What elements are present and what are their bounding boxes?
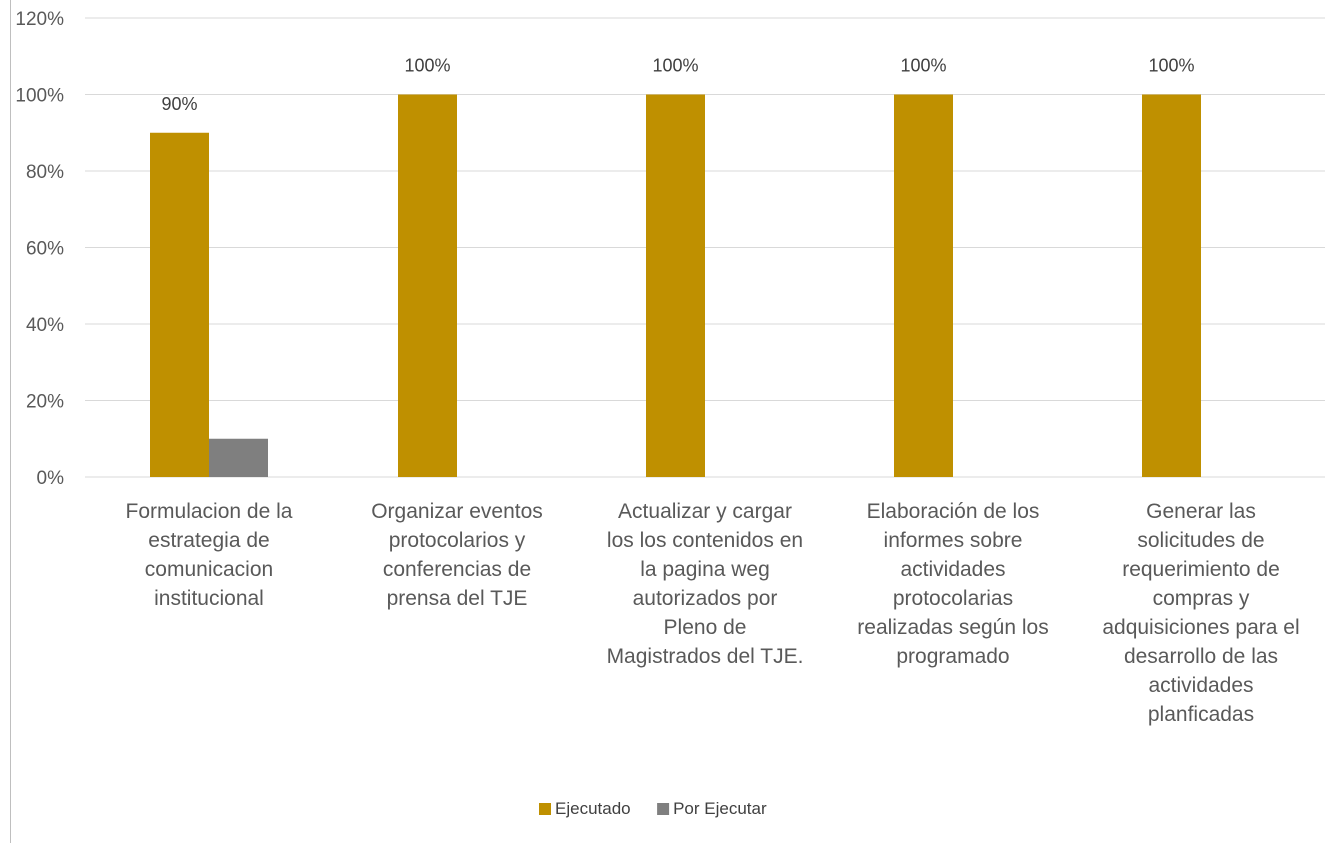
bar-ejecutado bbox=[1142, 94, 1201, 477]
x-category-label-line: solicitudes de bbox=[1137, 529, 1264, 552]
x-category-label-line: los los contenidos en bbox=[607, 529, 803, 552]
data-label: 100% bbox=[1148, 56, 1194, 76]
x-category-label-line: programado bbox=[896, 645, 1009, 668]
x-category-label-line: Generar las bbox=[1146, 500, 1256, 523]
x-category-label-line: informes sobre bbox=[884, 529, 1023, 552]
y-tick-label: 40% bbox=[26, 315, 64, 336]
x-category-label-line: actividades bbox=[1148, 674, 1253, 697]
x-category-label-line: desarrollo de las bbox=[1124, 645, 1278, 668]
x-category-label-line: conferencias de bbox=[383, 558, 531, 581]
x-category-label-line: Formulacion de la bbox=[126, 500, 293, 523]
data-label: 100% bbox=[652, 56, 698, 76]
x-category-label-line: comunicacion bbox=[145, 558, 273, 581]
x-category-label-line: Magistrados del TJE. bbox=[607, 645, 804, 668]
y-tick-label: 20% bbox=[26, 392, 64, 413]
x-category-label: Organizar eventos protocolarios y conferen… bbox=[371, 500, 543, 610]
legend-label: Por Ejecutar bbox=[673, 799, 767, 818]
x-category-label-line: realizadas según los bbox=[857, 616, 1048, 639]
x-category-label-line: autorizados por bbox=[633, 587, 778, 610]
x-category-label-line: adquisiciones para el bbox=[1102, 616, 1299, 639]
x-category-label-line: estrategia de bbox=[148, 529, 269, 552]
bar-ejecutado bbox=[150, 132, 209, 477]
legend-swatch bbox=[539, 803, 551, 815]
bar-ejecutado bbox=[894, 94, 953, 477]
legend-swatch bbox=[657, 803, 670, 815]
data-label: 100% bbox=[404, 56, 450, 76]
x-category-label-line: actividades bbox=[900, 558, 1005, 581]
x-category-label-line: compras y bbox=[1153, 587, 1250, 610]
x-category-label-line: Actualizar y cargar bbox=[618, 500, 792, 523]
x-category-label-line: institucional bbox=[154, 587, 264, 610]
bar-por-ejecutar bbox=[209, 438, 268, 477]
x-category-label-line: Pleno de bbox=[664, 616, 747, 639]
x-category-label: Elaboración de los informes sobre activida… bbox=[857, 500, 1048, 668]
data-label: 90% bbox=[161, 94, 197, 114]
x-category-label-line: la pagina weg bbox=[640, 558, 770, 581]
x-category-label-line: Elaboración de los bbox=[867, 500, 1040, 523]
y-tick-label: 120% bbox=[15, 9, 64, 30]
y-tick-label: 0% bbox=[37, 468, 65, 489]
y-tick-label: 60% bbox=[26, 239, 64, 260]
x-category-label: Formulacion de la estrategia de comunicaci… bbox=[126, 500, 293, 610]
y-tick-label: 80% bbox=[26, 162, 64, 183]
x-category-label-line: prensa del TJE bbox=[387, 587, 528, 610]
x-category-label-line: protocolarios y bbox=[389, 529, 526, 552]
data-label: 100% bbox=[900, 56, 946, 76]
x-category-label-line: planficadas bbox=[1148, 703, 1254, 726]
x-category-label-line: requerimiento de bbox=[1122, 558, 1280, 581]
bar-ejecutado bbox=[398, 94, 457, 477]
x-category-label: Actualizar y cargar los los contenidos en… bbox=[607, 500, 804, 668]
y-tick-label: 100% bbox=[15, 86, 64, 107]
bar-ejecutado bbox=[646, 94, 705, 477]
x-category-label-line: Organizar eventos bbox=[371, 500, 543, 523]
chart-frame-left-edge bbox=[10, 0, 11, 843]
x-category-label-line: protocolarias bbox=[893, 587, 1013, 610]
legend-label: Ejecutado bbox=[555, 799, 631, 818]
x-category-label: Generar las solicitudes de requerimiento d… bbox=[1102, 500, 1299, 726]
